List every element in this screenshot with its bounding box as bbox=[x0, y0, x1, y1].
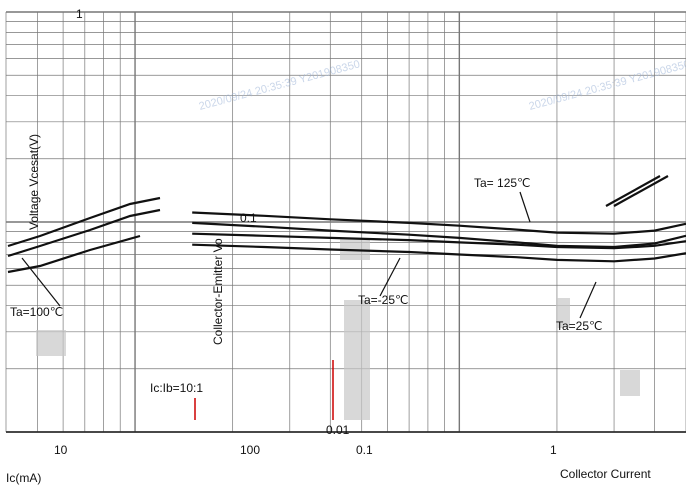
curves bbox=[7, 175, 686, 319]
annotation-pointer bbox=[519, 191, 531, 223]
x-axis-label-right: Collector Current bbox=[560, 467, 651, 481]
series-line bbox=[605, 175, 661, 207]
series-line bbox=[613, 175, 669, 207]
series-line bbox=[192, 232, 686, 250]
y-axis-label: Voltage Vcesat(V) bbox=[27, 134, 41, 230]
scan-artifact bbox=[620, 370, 640, 396]
y-tick-label: 0.01 bbox=[326, 423, 350, 437]
condition-label: Ic:Ib=10:1 bbox=[150, 381, 203, 395]
x-tick-label-secondary: 1 bbox=[550, 443, 557, 457]
series-line bbox=[192, 221, 686, 249]
scan-artifact bbox=[556, 298, 570, 328]
series-line bbox=[7, 208, 161, 258]
series-line bbox=[7, 196, 161, 248]
x-tick-label-secondary: 0.1 bbox=[356, 443, 373, 457]
scan-artifact bbox=[36, 330, 66, 356]
artifacts bbox=[36, 238, 640, 420]
x-axis-label: Ic(mA) bbox=[6, 471, 41, 485]
annotation-pointer bbox=[21, 257, 61, 307]
series-line bbox=[192, 243, 686, 263]
y-tick-label: 0.1 bbox=[240, 211, 257, 225]
x-tick-label: 100 bbox=[240, 443, 260, 457]
annotation-ta-25: Ta=25℃ bbox=[556, 319, 603, 333]
annotation-pointer bbox=[379, 257, 401, 297]
annotation-ta-minus-25: Ta=-25℃ bbox=[358, 293, 409, 307]
y-tick-label: 1 bbox=[76, 7, 83, 21]
annotation-ta-125: Ta= 125℃ bbox=[474, 176, 531, 190]
y-axis-label-mid: Collector-Emitter Vo bbox=[211, 238, 225, 345]
scan-artifact bbox=[340, 238, 370, 260]
series-line bbox=[7, 234, 141, 274]
scan-artifact bbox=[344, 300, 370, 420]
annotation-ta-100: Ta=100℃ bbox=[10, 305, 63, 319]
annotation-pointer bbox=[579, 281, 597, 319]
series-line bbox=[192, 211, 686, 235]
x-tick-label: 10 bbox=[54, 443, 68, 457]
